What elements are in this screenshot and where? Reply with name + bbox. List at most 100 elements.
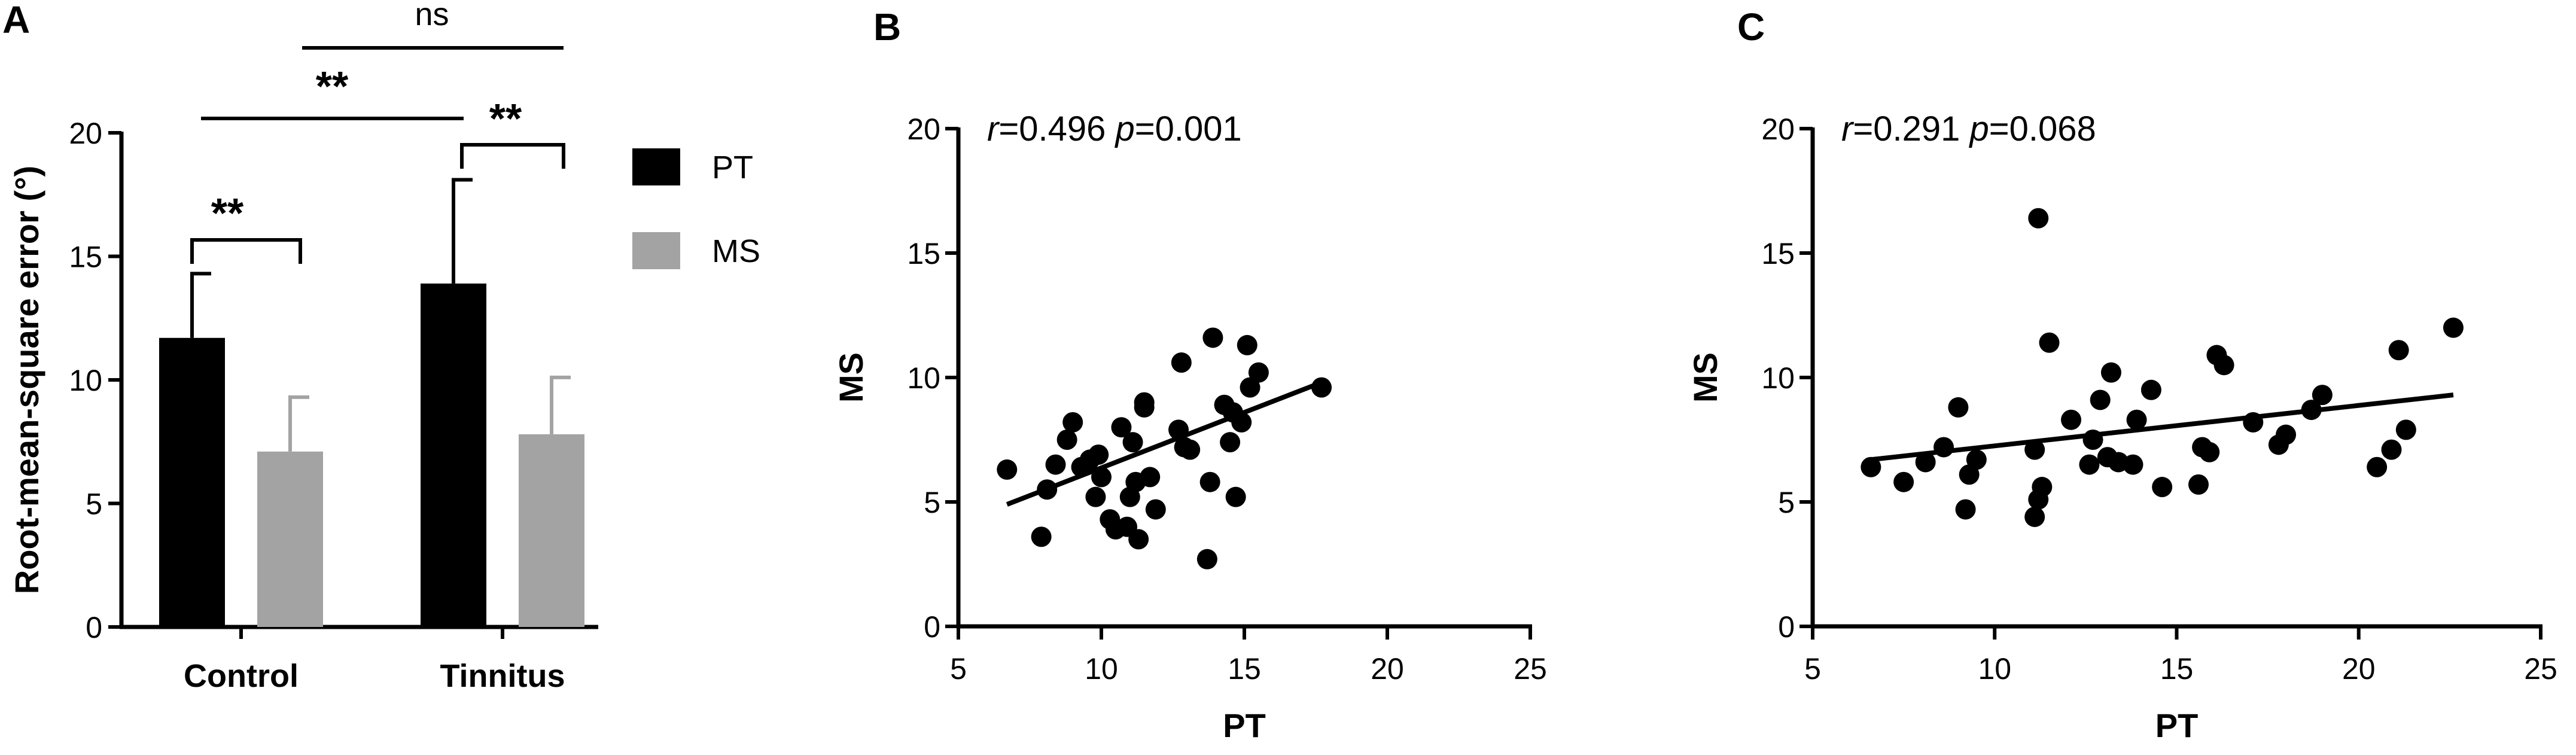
data-point (2024, 439, 2045, 460)
data-point (1037, 479, 1058, 500)
significance-label: ** (489, 95, 522, 142)
data-point (1128, 529, 1149, 550)
legend-label-ms: MS (712, 233, 760, 269)
data-point (2301, 400, 2322, 421)
data-point (2079, 454, 2100, 475)
data-point (2388, 340, 2409, 361)
data-point (997, 459, 1018, 480)
regression-line (1870, 392, 2454, 462)
data-point (1168, 419, 1189, 440)
data-point (2090, 389, 2111, 410)
y-tick-label: 0 (1778, 610, 1795, 644)
data-point (2276, 424, 2297, 445)
data-point (1955, 499, 1976, 520)
y-tick-label: 15 (69, 240, 102, 274)
x-tick-label: 5 (950, 652, 967, 686)
data-point (2243, 412, 2264, 433)
y-tick-label: 5 (1778, 486, 1795, 519)
data-point (1966, 449, 1987, 470)
data-point (1056, 430, 1077, 450)
x-tick-label: 10 (1978, 652, 2011, 686)
significance-label: ** (211, 190, 244, 236)
data-point (1134, 392, 1155, 413)
data-point (2140, 379, 2161, 400)
category-label: Control (184, 658, 299, 694)
data-point (1248, 362, 1269, 383)
x-tick-label: 15 (1228, 652, 1261, 686)
data-point (1140, 467, 1161, 488)
data-point (1220, 432, 1241, 453)
panel-c-letter: C (1737, 5, 1765, 48)
significance-label: ns (415, 0, 449, 32)
x-tick-label: 15 (2160, 652, 2194, 686)
data-point (2061, 409, 2082, 430)
bar-pt (159, 337, 225, 627)
data-point (1111, 417, 1132, 438)
data-point (2028, 208, 2049, 229)
data-point (2126, 409, 2147, 430)
data-point (1031, 526, 1052, 547)
data-point (1122, 432, 1143, 453)
data-point (2312, 385, 2333, 406)
data-point (1231, 412, 1252, 433)
bar-ms (519, 434, 584, 627)
data-point (2152, 477, 2173, 498)
data-point (1091, 467, 1112, 488)
bar-ms (257, 451, 323, 627)
data-point (1202, 327, 1223, 348)
data-point (1225, 486, 1246, 507)
data-point (2381, 439, 2402, 460)
data-point (1085, 486, 1106, 507)
data-point (1237, 334, 1257, 355)
y-axis-label: Root-mean-square error (°) (8, 166, 45, 594)
regression-line (1006, 380, 1323, 507)
data-point (1240, 377, 1260, 398)
legend-label-pt: PT (712, 150, 753, 185)
y-tick-label: 10 (1761, 361, 1795, 395)
data-point (2024, 506, 2045, 527)
data-point (2367, 456, 2388, 477)
data-point (2123, 454, 2143, 475)
data-point (1171, 352, 1192, 373)
stat-p-value: =0.068 (1989, 109, 2096, 148)
y-tick-label: 0 (924, 610, 940, 644)
data-point (1180, 439, 1201, 460)
data-point (1045, 454, 1066, 475)
y-tick-label: 20 (69, 117, 102, 150)
x-tick-label: 25 (2524, 652, 2557, 686)
data-point (1196, 549, 1217, 570)
correlation-stats: r=0.496 p=0.001 (987, 109, 1242, 148)
stat-p-label: p (1968, 109, 1989, 148)
y-axis-label: MS (1686, 352, 1724, 403)
data-point (1933, 437, 1954, 458)
y-tick-label: 20 (1761, 112, 1795, 146)
x-tick-label: 10 (1085, 652, 1118, 686)
stat-r-value: =0.291 (1853, 109, 1969, 148)
y-tick-label: 5 (924, 486, 940, 519)
stat-r-value: =0.496 (998, 109, 1115, 148)
legend-swatch-pt (632, 148, 680, 185)
data-point (2443, 317, 2464, 338)
bar-chart-panel: 0 5 10 15 20 Root-mean-square error (°) Contro… (8, 0, 760, 694)
data-point (2213, 355, 2234, 376)
y-tick-label: 5 (86, 488, 102, 521)
data-point (2395, 419, 2416, 440)
data-point (1145, 499, 1166, 520)
y-tick-label: 10 (907, 361, 940, 395)
data-point (1088, 444, 1109, 465)
category-label: Tinnitus (440, 658, 565, 694)
x-axis-label: PT (1223, 707, 1266, 744)
stat-p-label: p (1114, 109, 1134, 148)
data-point (2100, 362, 2121, 383)
y-tick-label: 20 (907, 112, 940, 146)
x-tick-label: 5 (1804, 652, 1821, 686)
y-tick-label: 0 (86, 611, 102, 644)
significance-bracket (190, 238, 302, 264)
panel-a-letter: A (2, 0, 30, 41)
correlation-stats: r=0.291 p=0.068 (1841, 109, 2096, 148)
data-point (2032, 477, 2053, 498)
data-point (1948, 397, 1969, 418)
